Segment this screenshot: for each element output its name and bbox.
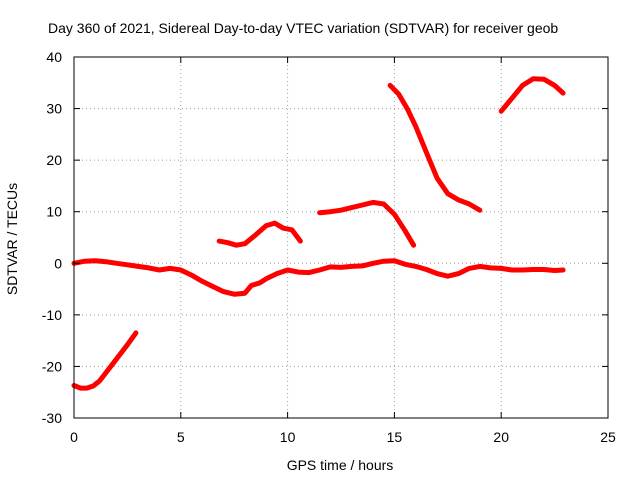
y-tick-label: 30: [46, 101, 62, 117]
y-tick-label: -30: [42, 410, 62, 426]
y-axis-label: SDTVAR / TECUs: [4, 183, 20, 295]
series-arc-6: [498, 76, 566, 114]
y-tick-label: 10: [46, 204, 62, 220]
series-arc-5: [387, 82, 483, 213]
y-tick-label: -10: [42, 307, 62, 323]
chart-title: Day 360 of 2021, Sidereal Day-to-day VTE…: [48, 20, 558, 36]
axis-ticks: [73, 56, 609, 419]
x-tick-label: 15: [387, 429, 403, 445]
y-tick-label: 20: [46, 152, 62, 168]
x-tick-label: 25: [600, 429, 616, 445]
series-arc-2: [71, 258, 566, 297]
x-axis-label: GPS time / hours: [287, 457, 394, 473]
series-arc-1: [71, 330, 139, 391]
grid: [74, 57, 608, 418]
x-tick-label: 10: [280, 429, 296, 445]
x-tick-label: 20: [493, 429, 509, 445]
x-tick-label: 5: [177, 429, 185, 445]
y-tick-label: 0: [54, 255, 62, 271]
series-arc-4: [317, 199, 417, 248]
y-tick-label: -20: [42, 358, 62, 374]
y-tick-label: 40: [46, 49, 62, 65]
series-group: [71, 76, 566, 391]
plot-frame: [73, 56, 609, 419]
tick-labels: 0 5 10 15 20 25 -30 -20 -10 0 10 20 30 40: [42, 49, 616, 445]
x-tick-label: 0: [70, 429, 78, 445]
series-arc-3: [216, 220, 303, 248]
